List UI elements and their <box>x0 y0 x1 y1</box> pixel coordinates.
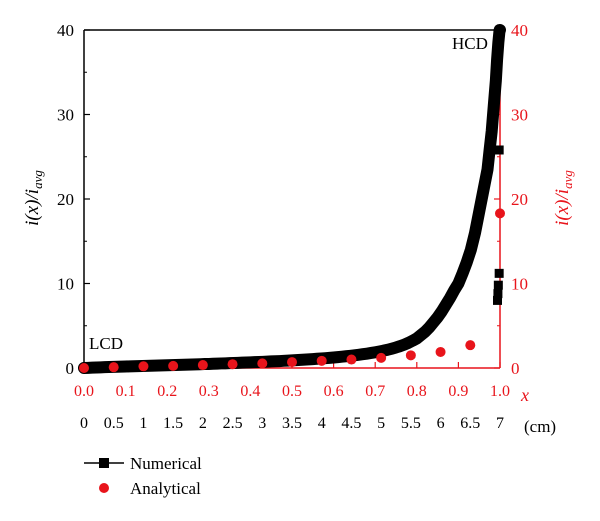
legend-marker-square <box>99 458 109 468</box>
x-axis-variable-label: x <box>520 385 529 405</box>
analytical-point <box>376 352 387 363</box>
analytical-point <box>495 208 505 219</box>
analytical-point <box>435 346 446 357</box>
x-tick-label-relative: 0.1 <box>116 383 136 400</box>
y-axis-label-right-main: i(x)/i <box>552 189 573 226</box>
y-axis-label-right: i(x)/iavg <box>552 170 575 226</box>
legend: Numerical Analytical <box>84 454 202 498</box>
analytical-point <box>197 360 208 371</box>
x-tick-label-cm: 5.5 <box>401 415 421 432</box>
x-tick-label-cm: 3 <box>258 415 266 432</box>
legend-label-analytical: Analytical <box>130 479 201 498</box>
analytical-point <box>257 358 268 369</box>
y-axis-label-right-sub: avg <box>560 170 575 189</box>
y-axis-label-left: i(x)/iavg <box>22 170 45 226</box>
x-tick-label-relative: 0.4 <box>240 383 260 400</box>
analytical-point <box>287 357 297 368</box>
y-axis-label-left-main: i(x)/i <box>22 189 43 226</box>
legend-marker-circle <box>99 483 109 493</box>
numerical-point <box>494 145 504 155</box>
legend-item-numerical: Numerical <box>84 454 202 473</box>
x-tick-label-relative: 0.3 <box>199 383 219 400</box>
analytical-point <box>108 362 119 373</box>
x-tick-label-cm: 4 <box>318 415 326 432</box>
legend-label-numerical: Numerical <box>130 454 202 473</box>
y-tick-label-right: 0 <box>511 359 520 378</box>
x-tick-label-cm: 0.5 <box>104 415 124 432</box>
numerical-series-line <box>83 29 501 369</box>
x-axis-unit-label: (cm) <box>524 417 556 436</box>
annotation-hcd: HCD <box>452 34 488 53</box>
x-tick-label-relative: 0.8 <box>407 383 427 400</box>
y-axis-label-left-sub: avg <box>30 170 45 189</box>
x-tick-label-relative: 0.7 <box>365 383 385 400</box>
x-tick-label-cm: 4.5 <box>341 415 361 432</box>
analytical-point <box>138 361 149 372</box>
x-tick-label-relative: 0.0 <box>74 383 94 400</box>
x-tick-label-relative: 0.6 <box>324 383 344 400</box>
legend-item-analytical: Analytical <box>99 479 201 498</box>
x-tick-label-relative: 0.2 <box>157 383 177 400</box>
analytical-point <box>465 340 476 351</box>
svg-text:i(x)/iavg: i(x)/iavg <box>22 170 45 226</box>
series-layer <box>78 24 506 374</box>
analytical-point <box>316 355 327 366</box>
analytical-point <box>168 360 179 371</box>
analytical-point <box>227 359 238 370</box>
x-tick-label-cm: 1 <box>139 415 147 432</box>
numerical-point <box>493 295 503 305</box>
x-tick-label-cm: 7 <box>496 415 504 432</box>
analytical-point <box>405 350 416 361</box>
x-tick-label-cm: 0 <box>80 415 88 432</box>
x-tick-label-cm: 5 <box>377 415 385 432</box>
y-tick-label-right: 10 <box>511 275 528 294</box>
y-tick-label-left: 20 <box>57 190 74 209</box>
x-tick-label-cm: 6.5 <box>460 415 480 432</box>
y-tick-label-left: 10 <box>57 275 74 294</box>
x-tick-label-cm: 2 <box>199 415 207 432</box>
x-tick-label-cm: 2.5 <box>223 415 243 432</box>
numerical-point <box>493 280 503 290</box>
annotation-lcd: LCD <box>89 334 123 353</box>
x-tick-label-relative: 1.0 <box>490 383 510 400</box>
x-tick-label-relative: 0.5 <box>282 383 302 400</box>
y-tick-label-right: 20 <box>511 190 528 209</box>
y-tick-label-right: 40 <box>511 21 528 40</box>
y-tick-label-left: 30 <box>57 106 74 125</box>
x-tick-label-cm: 1.5 <box>163 415 183 432</box>
y-tick-label-left: 40 <box>57 21 74 40</box>
numerical-point <box>493 289 503 299</box>
analytical-point <box>79 363 89 373</box>
y-tick-label-left: 0 <box>66 359 75 378</box>
x-tick-label-cm: 3.5 <box>282 415 302 432</box>
y-tick-label-right: 30 <box>511 106 528 125</box>
analytical-point <box>346 354 357 365</box>
x-tick-label-cm: 6 <box>437 415 445 432</box>
svg-text:i(x)/iavg: i(x)/iavg <box>552 170 575 226</box>
x-tick-label-relative: 0.9 <box>448 383 468 400</box>
numerical-point <box>494 268 504 278</box>
